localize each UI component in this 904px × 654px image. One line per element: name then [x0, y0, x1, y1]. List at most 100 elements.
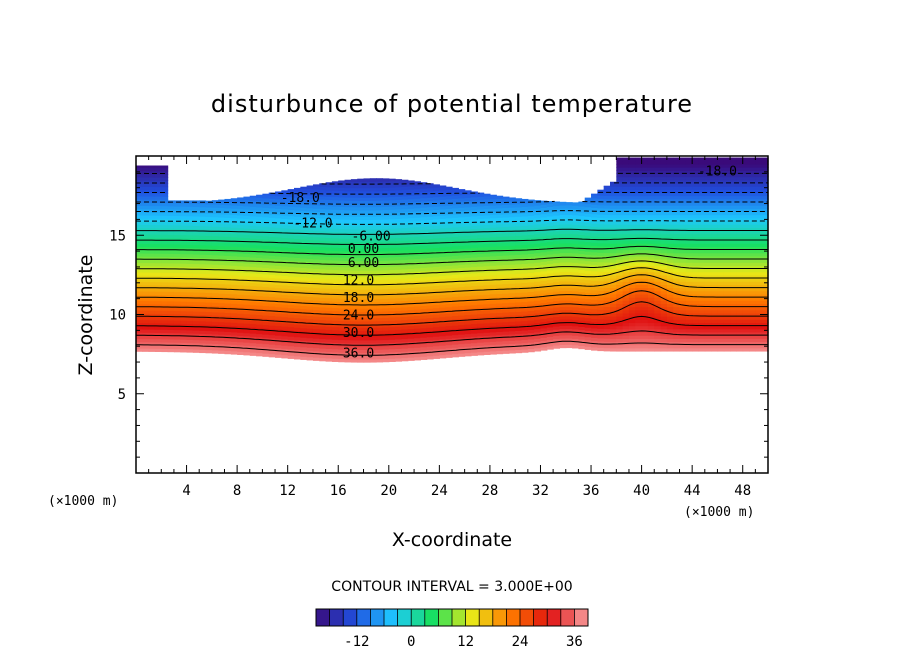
contour-cell — [388, 323, 396, 328]
contour-cell — [218, 337, 226, 342]
contour-cell — [711, 157, 719, 159]
contour-cell — [363, 349, 371, 354]
contour-cell — [591, 216, 598, 221]
contour-cell — [249, 329, 257, 334]
contour-cell — [256, 241, 263, 246]
contour-cell — [464, 257, 472, 262]
contour-cell — [445, 236, 453, 241]
contour-cell — [515, 349, 523, 354]
contour-cell — [401, 328, 409, 333]
contour-cell — [559, 274, 567, 279]
contour-cell — [161, 199, 169, 204]
contour-cell — [300, 232, 308, 237]
contour-cell — [262, 280, 270, 284]
contour-cell — [224, 290, 232, 294]
contour-cell — [363, 266, 371, 271]
contour-cell — [591, 311, 598, 316]
contour-cell — [470, 291, 478, 296]
contour-cell — [287, 301, 295, 306]
contour-cell — [224, 344, 232, 348]
contour-cell — [230, 208, 238, 212]
contour-cell — [338, 238, 346, 242]
contour-cell — [407, 185, 415, 190]
contour-cell — [565, 208, 573, 212]
contour-cell — [173, 278, 181, 283]
contour-cell — [452, 306, 459, 310]
contour-cell — [306, 188, 314, 193]
contour-cell — [616, 259, 624, 263]
contour-cell — [527, 297, 535, 302]
contour-cell — [704, 170, 712, 175]
contour-cell — [407, 281, 415, 285]
contour-cell — [464, 203, 472, 208]
contour-cell — [470, 241, 478, 245]
contour-cell — [180, 253, 188, 258]
contour-cell — [483, 195, 491, 200]
contour-cell — [338, 225, 346, 230]
contour-cell — [338, 355, 346, 360]
contour-cell — [673, 331, 681, 336]
contour-cell — [382, 257, 390, 261]
contour-cell — [268, 226, 276, 231]
contour-cell — [192, 253, 200, 258]
contour-cell — [445, 341, 453, 346]
contour-cell — [660, 255, 668, 260]
contour-cell — [287, 253, 295, 258]
contour-cell — [622, 278, 630, 282]
contour-cell — [483, 256, 491, 260]
contour-cell — [180, 304, 188, 309]
contour-cell — [616, 281, 624, 286]
contour-cell — [148, 221, 156, 226]
contour-cell — [357, 317, 365, 322]
contour-cell — [218, 274, 226, 278]
contour-cell — [287, 234, 295, 239]
contour-cell — [565, 230, 573, 234]
contour-cell — [666, 252, 674, 257]
contour-cell — [628, 173, 636, 178]
contour-cell — [344, 203, 352, 208]
contour-cell — [186, 342, 194, 347]
contour-cell — [483, 208, 491, 213]
contour-cell — [306, 242, 314, 247]
contour-cell — [647, 192, 655, 197]
contour-cell — [445, 338, 453, 343]
contour-cell — [616, 322, 624, 327]
contour-cell — [275, 259, 282, 263]
contour-cell — [711, 249, 719, 254]
contour-cell — [502, 201, 510, 205]
contour-cell — [401, 240, 409, 244]
contour-cell — [180, 263, 188, 267]
contour-cell — [591, 321, 598, 326]
contour-cell — [483, 221, 491, 226]
contour-cell — [610, 344, 617, 349]
contour-cell — [489, 255, 497, 260]
contour-cell — [546, 206, 554, 211]
contour-cell — [666, 227, 674, 232]
contour-cell — [540, 213, 548, 218]
contour-cell — [685, 297, 693, 301]
contour-cell — [698, 192, 706, 197]
contour-cell — [167, 227, 175, 232]
contour-cell — [224, 204, 232, 209]
contour-cell — [477, 228, 485, 232]
contour-cell — [218, 207, 226, 212]
contour-cell — [666, 214, 674, 219]
contour-cell — [464, 273, 472, 278]
contour-cell — [565, 239, 573, 244]
contour-cell — [660, 290, 668, 295]
contour-cell — [654, 338, 662, 343]
contour-cell — [534, 306, 542, 311]
contour-cell — [610, 182, 617, 187]
contour-cell — [496, 252, 504, 256]
contour-cell — [641, 271, 649, 276]
contour-cell — [331, 339, 339, 343]
contour-cell — [237, 233, 245, 238]
contour-cell — [603, 300, 611, 304]
contour-cell — [192, 266, 200, 271]
contour-cell — [148, 208, 156, 213]
contour-cell — [243, 240, 251, 245]
contour-cell — [692, 338, 700, 343]
contour-cell — [521, 234, 529, 239]
contour-cell — [591, 346, 598, 351]
contour-cell — [243, 266, 251, 270]
